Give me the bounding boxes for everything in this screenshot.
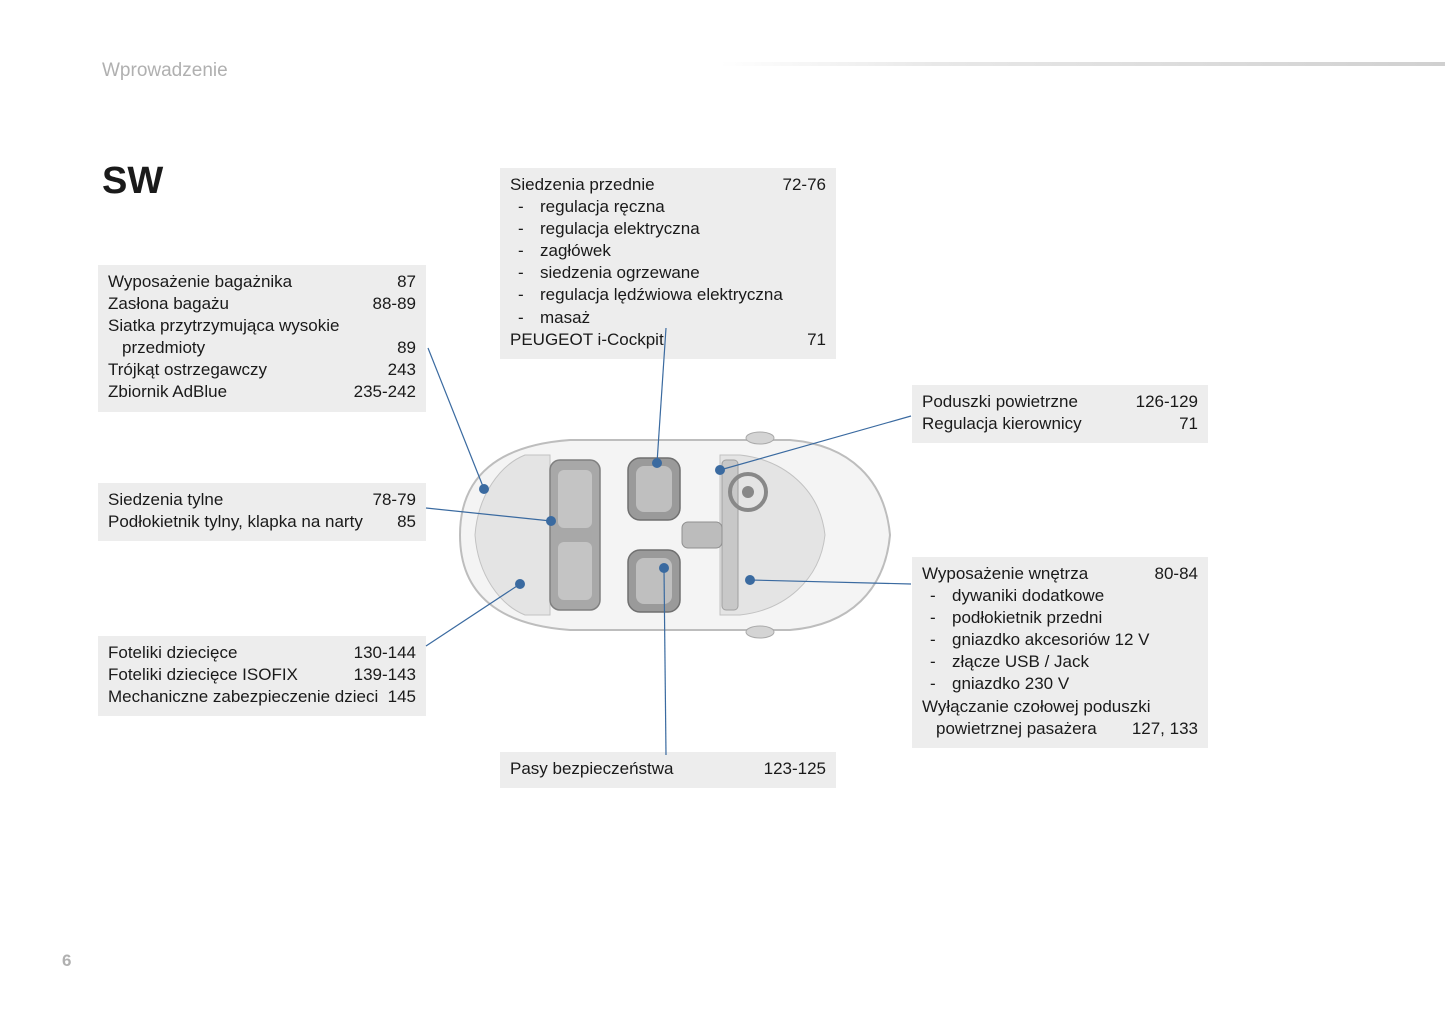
callout-rear-seats: Siedzenia tylne78-79 Podłokietnik tylny,… <box>98 483 426 541</box>
row-boot-5: Zbiornik AdBlue235-242 <box>108 381 416 403</box>
row-interior-head: Wyposażenie wnętrza80-84 <box>922 563 1198 585</box>
header-rule <box>720 62 1445 66</box>
row-seatbelts-0: Pasy bezpieczeństwa123-125 <box>510 758 826 780</box>
callout-child-seats: Foteliki dziecięce130-144 Foteliki dziec… <box>98 636 426 716</box>
page-title: SW <box>102 160 163 203</box>
row-airbags-1: Regulacja kierownicy71 <box>922 413 1198 435</box>
row-boot-0: Wyposażenie bagażnika87 <box>108 271 416 293</box>
row-boot-2: Siatka przytrzymująca wysokie <box>108 315 416 337</box>
row-frontseats-tail: PEUGEOT i-Cockpit71 <box>510 329 826 351</box>
interior-sublist: dywaniki dodatkowe podłokietnik przedni … <box>930 585 1198 695</box>
sub-fs-1: regulacja elektryczna <box>518 218 826 240</box>
row-child-2: Mechaniczne zabezpieczenie dzieci145 <box>108 686 416 708</box>
callout-boot: Wyposażenie bagażnika87 Zasłona bagażu88… <box>98 265 426 412</box>
row-interior-tail-1: powietrznej pasażera127, 133 <box>922 718 1198 740</box>
sub-int-1: podłokietnik przedni <box>930 607 1198 629</box>
sub-fs-5: masaż <box>518 307 826 329</box>
page-number: 6 <box>62 951 71 971</box>
car-top-view-icon <box>430 420 910 650</box>
callout-seatbelts: Pasy bezpieczeństwa123-125 <box>500 752 836 788</box>
row-child-1: Foteliki dziecięce ISOFIX139-143 <box>108 664 416 686</box>
sub-fs-3: siedzenia ogrzewane <box>518 262 826 284</box>
sub-int-0: dywaniki dodatkowe <box>930 585 1198 607</box>
sub-fs-4: regulacja lędźwiowa elektryczna <box>518 284 826 306</box>
row-frontseats-head: Siedzenia przednie72-76 <box>510 174 826 196</box>
row-child-0: Foteliki dziecięce130-144 <box>108 642 416 664</box>
row-rear-0: Siedzenia tylne78-79 <box>108 489 416 511</box>
callout-interior: Wyposażenie wnętrza80-84 dywaniki dodatk… <box>912 557 1208 748</box>
row-boot-4: Trójkąt ostrzegawczy243 <box>108 359 416 381</box>
callout-airbags: Poduszki powietrzne126-129 Regulacja kie… <box>912 385 1208 443</box>
sub-int-2: gniazdko akcesoriów 12 V <box>930 629 1198 651</box>
callout-front-seats: Siedzenia przednie72-76 regulacja ręczna… <box>500 168 836 359</box>
row-boot-1: Zasłona bagażu88-89 <box>108 293 416 315</box>
front-seats-sublist: regulacja ręczna regulacja elektryczna z… <box>518 196 826 329</box>
sub-fs-0: regulacja ręczna <box>518 196 826 218</box>
row-rear-1: Podłokietnik tylny, klapka na narty85 <box>108 511 416 533</box>
row-interior-tail-0: Wyłączanie czołowej poduszki <box>922 696 1198 718</box>
row-boot-3: przedmioty89 <box>108 337 416 359</box>
sub-int-4: gniazdko 230 V <box>930 673 1198 695</box>
section-header: Wprowadzenie <box>102 60 228 82</box>
sub-int-3: złącze USB / Jack <box>930 651 1198 673</box>
sub-fs-2: zagłówek <box>518 240 826 262</box>
row-airbags-0: Poduszki powietrzne126-129 <box>922 391 1198 413</box>
